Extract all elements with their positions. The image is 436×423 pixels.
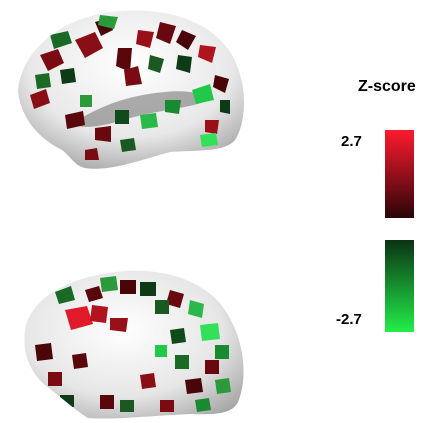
brain-medial-view	[24, 270, 244, 419]
cortex-surface-top	[18, 10, 245, 169]
activation-patches-bottom	[35, 276, 231, 412]
colorbar-min-label: -2.7	[336, 311, 362, 328]
colorbar-negative-swatch	[385, 240, 414, 332]
colorbar-title: Z-score	[358, 78, 416, 95]
activation-patches-top	[30, 15, 230, 160]
brain-lateral-view	[18, 10, 245, 169]
colorbar	[385, 130, 414, 332]
colorbar-max-label: 2.7	[341, 133, 362, 150]
colorbar-positive-swatch	[385, 130, 414, 218]
